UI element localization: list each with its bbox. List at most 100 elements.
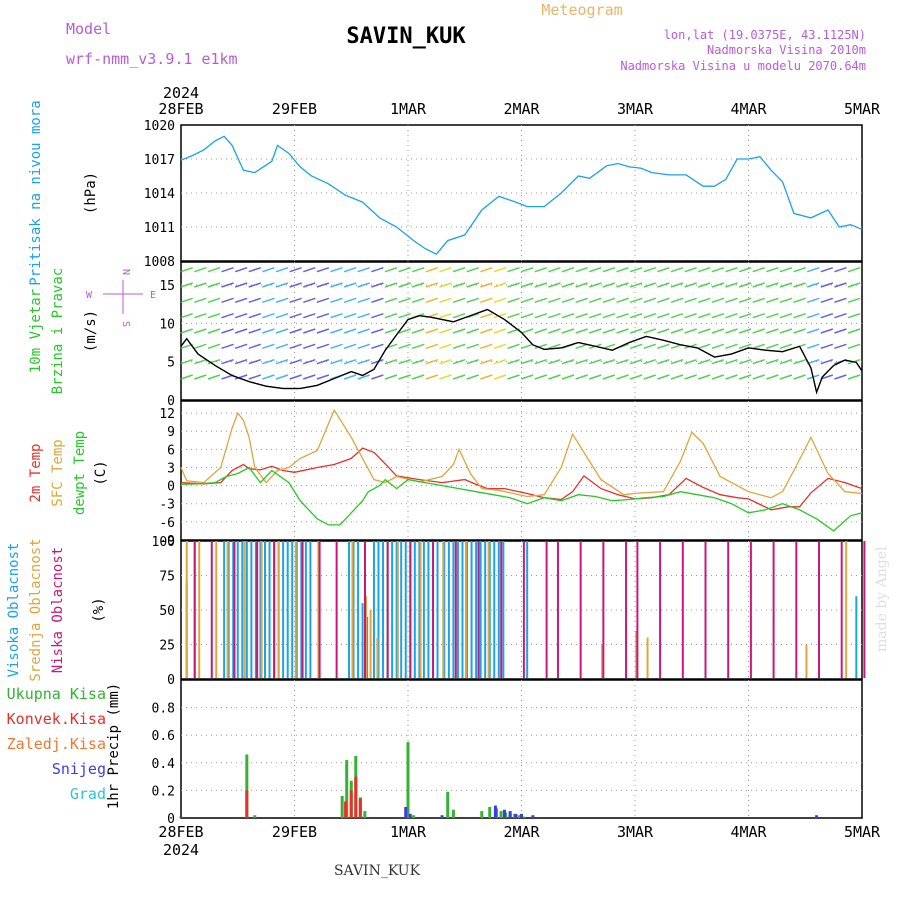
wind-arrow	[480, 282, 493, 288]
wind-arrow	[711, 266, 725, 273]
wind-arrow	[275, 374, 289, 380]
wind-arrow	[507, 374, 520, 380]
series-line-wind-0	[180, 308, 863, 395]
wind-arrow	[398, 328, 411, 334]
wind-arrow	[357, 343, 370, 350]
wind-arrow	[616, 297, 629, 304]
wind-arrow	[847, 374, 861, 380]
wind-arrow	[711, 374, 725, 380]
wind-arrow	[466, 343, 479, 350]
wind-arrow	[507, 358, 520, 365]
time-label-top-6: 5MAR	[844, 100, 881, 118]
wind-arrow	[303, 328, 316, 334]
wind-arrow	[507, 343, 520, 350]
wind-arrow	[357, 312, 370, 319]
y-tick-label: 25	[159, 639, 175, 654]
wind-arrow	[684, 297, 697, 304]
wind-arrow	[738, 343, 752, 350]
wind-arrow	[452, 328, 466, 334]
precip-bar-0	[253, 815, 257, 818]
wind-arrow	[520, 343, 534, 350]
wind-arrow	[343, 282, 357, 288]
station-title: SAVIN_KUK	[346, 24, 466, 49]
wind-arrow	[248, 282, 262, 288]
wind-arrow	[248, 312, 262, 319]
wind-arrow	[384, 282, 398, 288]
wind-arrow	[439, 282, 452, 288]
wind-arrow	[711, 343, 725, 350]
wind-arrow	[725, 328, 738, 334]
time-label-top-1: 29FEB	[272, 100, 317, 118]
precip-bar-0	[446, 791, 450, 818]
y-tick-label: 5	[167, 356, 175, 371]
wind-arrow	[262, 358, 275, 365]
time-label-bottom-6: 5MAR	[844, 823, 881, 841]
wind-arrow	[779, 266, 793, 273]
wind-arrow	[262, 312, 275, 319]
wind-arrow	[194, 328, 207, 334]
wind-arrow	[221, 358, 234, 365]
wind-arrow	[289, 343, 302, 350]
wind-arrow	[316, 266, 330, 273]
wind-arrow	[629, 312, 643, 319]
wind-arrow	[616, 374, 629, 380]
wind-arrow	[779, 328, 793, 334]
wind-label-1: 10m Vjetar	[28, 289, 44, 373]
wind-arrow	[234, 328, 248, 334]
wind-arrow	[452, 266, 466, 273]
precip-bar-1	[349, 790, 353, 818]
wind-arrow	[779, 297, 793, 304]
wind-arrow	[548, 374, 561, 380]
wind-arrow	[793, 312, 806, 319]
wind-arrow	[439, 328, 452, 334]
wind-arrow	[738, 358, 752, 365]
precip-label: 1hr Precip (mm)	[106, 683, 122, 809]
wind-arrow	[711, 312, 725, 319]
wind-arrow	[507, 312, 520, 319]
precip-bar-0	[480, 811, 484, 818]
wind-arrow	[670, 297, 684, 304]
wind-arrow	[316, 358, 330, 365]
wind-arrow	[847, 312, 861, 319]
wind-arrow	[466, 358, 479, 365]
wind-arrow	[820, 312, 834, 319]
wind-arrow	[670, 266, 684, 273]
wind-arrow	[834, 374, 847, 380]
wind-arrow	[697, 343, 711, 350]
wind-arrow	[425, 343, 439, 350]
wind-arrow	[194, 343, 207, 350]
wind-arrow	[670, 328, 684, 334]
precip-legend-3: Snijeg	[52, 760, 106, 778]
wind-arrow	[697, 374, 711, 380]
wind-arrow	[820, 358, 834, 365]
y-tick-label: 100	[152, 535, 175, 550]
wind-arrow	[725, 374, 738, 380]
wind-arrow	[548, 343, 561, 350]
wind-arrow	[371, 343, 384, 350]
wind-arrow	[670, 312, 684, 319]
wind-arrow	[207, 343, 221, 350]
wind-arrow	[725, 358, 738, 365]
wind-arrow	[820, 266, 834, 273]
wind-arrow	[275, 358, 289, 365]
wind-arrow	[697, 358, 711, 365]
wind-arrow	[452, 312, 466, 319]
wind-arrow	[234, 282, 248, 288]
footer-station: SAVIN_KUK	[334, 863, 421, 879]
dewpoint-label: dewpt Temp	[72, 431, 88, 515]
wind-arrow	[398, 297, 411, 304]
wind-arrow	[371, 282, 384, 288]
wind-arrow	[711, 328, 725, 334]
wind-arrow	[602, 374, 616, 380]
wind-arrow	[629, 282, 643, 288]
wind-arrow	[398, 374, 411, 380]
time-label-bottom-5: 4MAR	[730, 823, 767, 841]
y-tick-label: 1011	[144, 221, 175, 236]
wind-arrow	[439, 358, 452, 365]
wind-arrow	[520, 358, 534, 365]
precip-bar-0	[363, 811, 367, 818]
y-tick-label: 0	[167, 480, 175, 495]
wind-arrow	[657, 282, 670, 288]
wind-arrow	[684, 374, 697, 380]
wind-arrow	[194, 312, 207, 319]
